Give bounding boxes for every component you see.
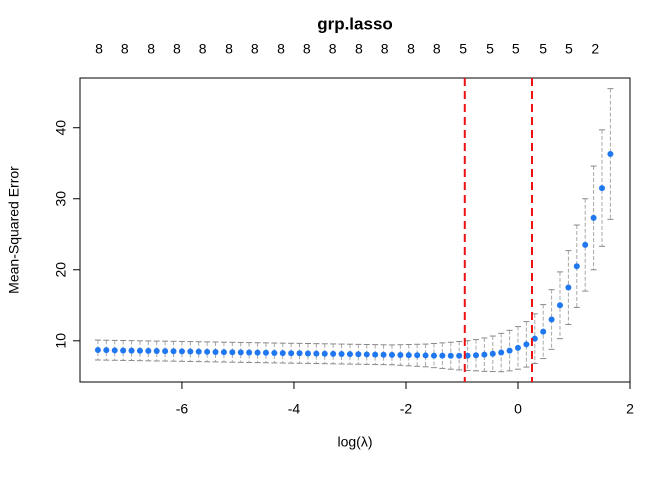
point xyxy=(506,347,513,354)
point xyxy=(405,352,412,359)
point xyxy=(195,348,202,355)
point xyxy=(414,352,421,359)
point xyxy=(422,352,429,359)
point xyxy=(145,347,152,354)
point xyxy=(456,352,463,359)
point xyxy=(321,350,328,357)
point xyxy=(439,352,446,359)
top-tick-label: 8 xyxy=(251,41,259,57)
point xyxy=(162,348,169,355)
top-tick-label: 5 xyxy=(565,41,573,57)
point xyxy=(397,352,404,359)
point xyxy=(212,348,219,355)
top-tick-label: 8 xyxy=(147,41,155,57)
point xyxy=(573,263,580,270)
x-axis-label: log(λ) xyxy=(337,434,372,450)
point xyxy=(120,347,127,354)
point xyxy=(313,350,320,357)
top-tick-label: 8 xyxy=(355,41,363,57)
point xyxy=(187,348,194,355)
point xyxy=(481,351,488,358)
top-tick-label: 8 xyxy=(225,41,233,57)
point xyxy=(111,347,118,354)
point xyxy=(237,349,244,356)
point xyxy=(153,348,160,355)
point xyxy=(447,352,454,359)
point xyxy=(296,350,303,357)
y-tick-label: 30 xyxy=(53,191,69,207)
point xyxy=(523,341,530,348)
point xyxy=(430,352,437,359)
top-tick-label: 8 xyxy=(381,41,389,57)
y-axis-label: Mean-Squared Error xyxy=(6,166,22,294)
point xyxy=(565,284,572,291)
top-tick-label: 8 xyxy=(95,41,103,57)
point xyxy=(498,349,505,356)
point xyxy=(178,348,185,355)
point xyxy=(464,352,471,359)
point xyxy=(355,351,362,358)
point xyxy=(556,302,563,309)
x-tick-label: 2 xyxy=(626,401,634,417)
top-tick-label: 5 xyxy=(539,41,547,57)
x-tick-label: 0 xyxy=(514,401,522,417)
point xyxy=(472,352,479,359)
point xyxy=(254,349,261,356)
top-tick-label: 8 xyxy=(277,41,285,57)
point xyxy=(170,348,177,355)
chart-title: grp.lasso xyxy=(317,14,393,33)
point xyxy=(128,347,135,354)
x-tick-label: -6 xyxy=(176,401,189,417)
point xyxy=(330,350,337,357)
point xyxy=(136,347,143,354)
point xyxy=(514,344,521,351)
top-tick-label: 8 xyxy=(433,41,441,57)
point xyxy=(262,349,269,356)
point xyxy=(607,151,614,157)
top-tick-label: 5 xyxy=(486,41,494,57)
point xyxy=(94,347,101,354)
point xyxy=(204,348,211,355)
top-tick-label: 8 xyxy=(303,41,311,57)
y-tick-label: 10 xyxy=(53,333,69,349)
point xyxy=(288,350,295,357)
top-tick-label: 8 xyxy=(121,41,129,57)
point xyxy=(271,349,278,356)
x-tick-label: -2 xyxy=(400,401,413,417)
point xyxy=(388,351,395,358)
point xyxy=(246,349,253,356)
point xyxy=(338,351,345,358)
point xyxy=(582,241,589,248)
point xyxy=(548,316,555,323)
point xyxy=(380,351,387,358)
top-tick-label: 5 xyxy=(512,41,520,57)
point xyxy=(103,347,110,354)
top-tick-label: 8 xyxy=(173,41,181,57)
point xyxy=(220,349,227,356)
top-tick-label: 5 xyxy=(459,41,467,57)
point xyxy=(304,350,311,357)
top-tick-label: 2 xyxy=(591,41,599,57)
point xyxy=(531,335,538,342)
point xyxy=(363,351,370,358)
point xyxy=(590,214,597,221)
top-tick-label: 8 xyxy=(329,41,337,57)
point xyxy=(598,185,605,192)
y-tick-label: 40 xyxy=(53,120,69,136)
top-tick-label: 8 xyxy=(407,41,415,57)
point xyxy=(346,351,353,358)
point xyxy=(372,351,379,358)
point xyxy=(229,349,236,356)
point xyxy=(489,350,496,357)
x-tick-label: -4 xyxy=(288,401,301,417)
top-tick-label: 8 xyxy=(199,41,207,57)
y-tick-label: 20 xyxy=(53,262,69,278)
plot-frame xyxy=(79,77,631,383)
point xyxy=(540,328,547,335)
point xyxy=(279,350,286,357)
